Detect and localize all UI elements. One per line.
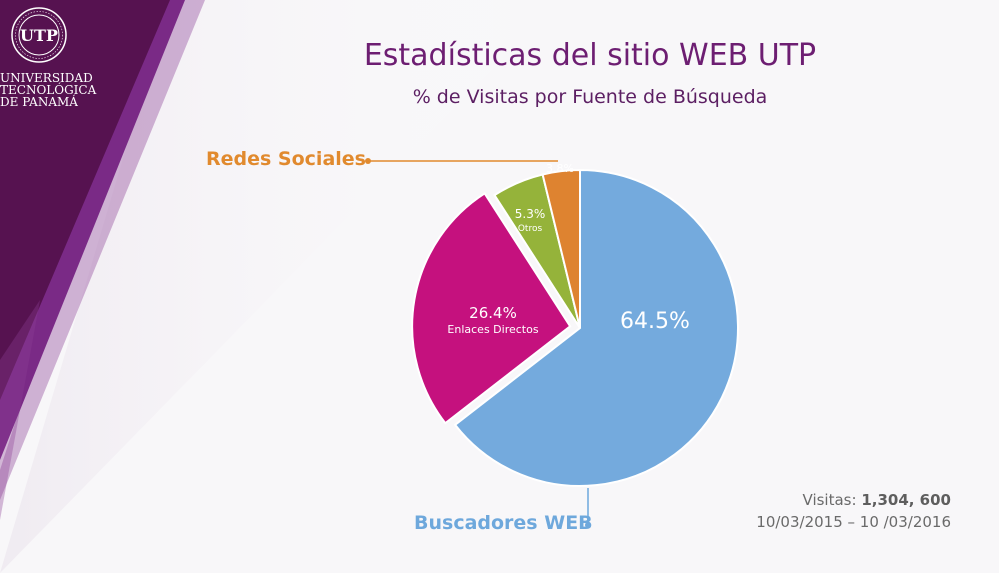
slice-value-label: 64.5% xyxy=(620,309,690,334)
date-range: 10/03/2015 – 10 /03/2016 xyxy=(756,513,951,531)
page-subtitle: % de Visitas por Fuente de Búsqueda xyxy=(412,86,768,108)
pie-slice-buscadores-web xyxy=(453,168,739,487)
visits-summary: Visitas: 1,304, 600 10/03/2015 – 10 /03/… xyxy=(756,489,951,533)
callout-lines xyxy=(365,158,591,528)
university-logo: UTP UNIVERSIDAD TECNOLÓGICA DE PANAMÁ xyxy=(0,0,110,120)
slice-category-label: Otros xyxy=(518,224,543,234)
banner-light-stripe xyxy=(0,0,205,500)
page-title: Estadísticas del sitio WEB UTP xyxy=(363,38,817,73)
callout-buscadores-web: Buscadores WEB xyxy=(414,512,593,534)
pie-slice-enlaces-directos xyxy=(411,192,572,425)
slices-layer xyxy=(411,168,739,487)
banner-dark-stripe xyxy=(0,0,170,400)
labels-layer: 64.5% 26.4%Enlaces Directos 5.3% Otros 3.8% xyxy=(447,162,690,336)
visits-label: Visitas: xyxy=(802,491,862,509)
slice-value-label: 26.4% xyxy=(469,304,517,322)
callout-dot-buscadores xyxy=(585,522,591,528)
slice-value-label: 5.3% xyxy=(515,207,546,221)
visits-line: Visitas: 1,304, 600 xyxy=(756,489,951,511)
pie-slice-redes-sociales xyxy=(541,168,581,329)
slice-category-label: Enlaces Directos xyxy=(447,323,538,336)
callout-redes-sociales: Redes Sociales xyxy=(206,148,366,170)
callout-dot-redes xyxy=(365,158,371,164)
university-name: UNIVERSIDAD TECNOLÓGICA DE PANAMÁ xyxy=(0,71,97,109)
slice-value-label: 3.8% xyxy=(546,162,574,175)
visits-value: 1,304, 600 xyxy=(861,491,951,509)
seal-monogram: UTP xyxy=(20,26,58,45)
utp-seal-icon: UTP xyxy=(11,7,67,63)
